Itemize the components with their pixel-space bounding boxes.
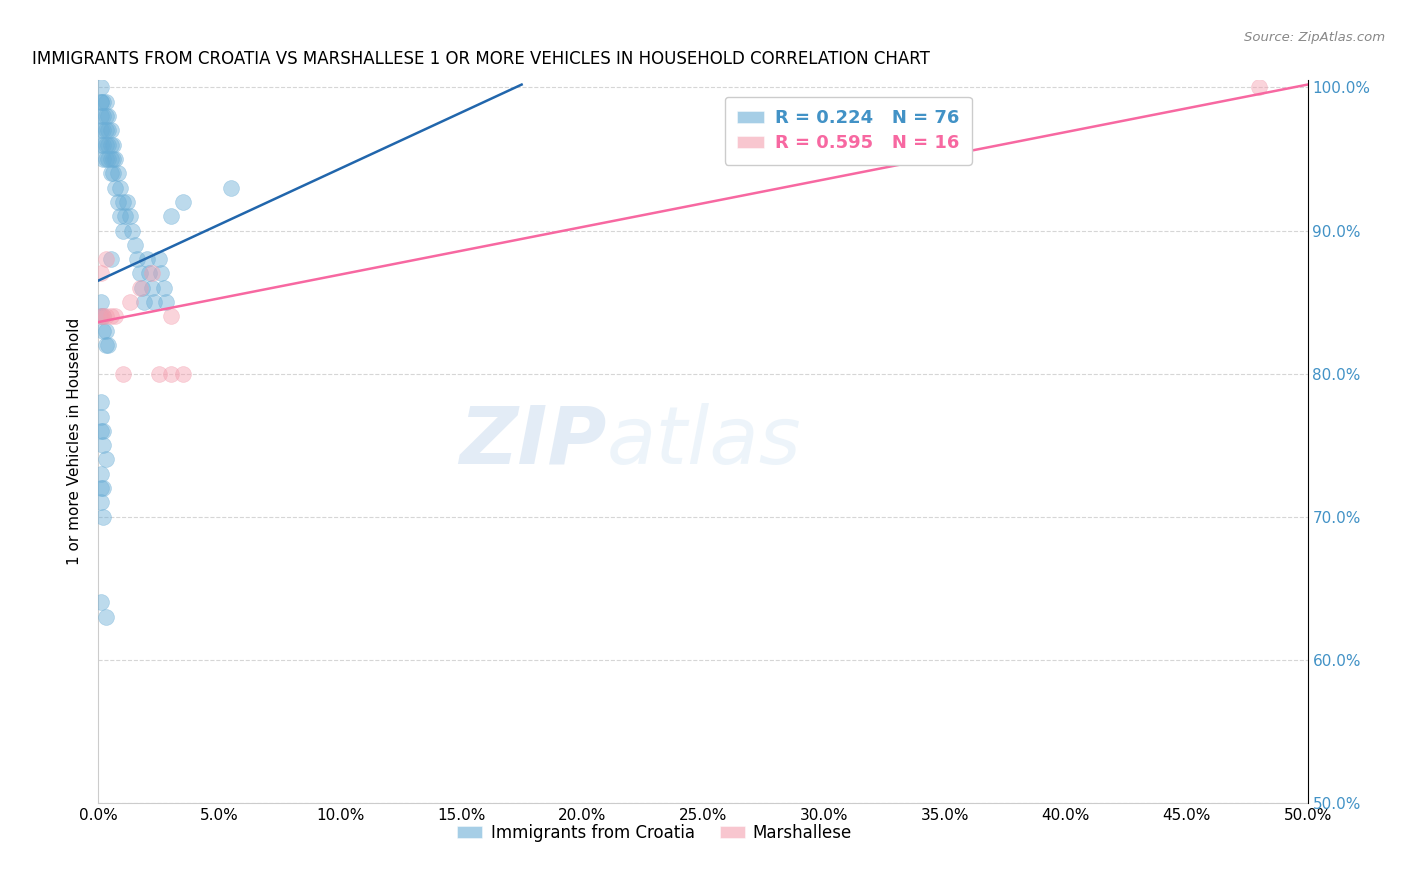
Point xyxy=(90,495,112,509)
Point xyxy=(91,324,114,338)
Point xyxy=(97,152,120,166)
Point xyxy=(94,452,117,467)
Point xyxy=(90,295,112,310)
Point xyxy=(94,252,117,266)
Point xyxy=(104,310,127,324)
Point xyxy=(160,209,183,223)
Point xyxy=(101,166,124,180)
Point xyxy=(143,295,166,310)
Text: IMMIGRANTS FROM CROATIA VS MARSHALLESE 1 OR MORE VEHICLES IN HOUSEHOLD CORRELATI: IMMIGRANTS FROM CROATIA VS MARSHALLESE 1… xyxy=(32,50,929,68)
Point xyxy=(124,237,146,252)
Point xyxy=(94,310,117,324)
Point xyxy=(160,367,183,381)
Point xyxy=(101,137,124,152)
Point xyxy=(152,281,174,295)
Point xyxy=(97,109,120,123)
Point xyxy=(94,324,117,338)
Point xyxy=(90,467,112,481)
Point xyxy=(111,194,134,209)
Point xyxy=(134,295,156,310)
Point xyxy=(94,137,117,152)
Point xyxy=(128,267,150,281)
Point xyxy=(90,109,112,123)
Text: Source: ZipAtlas.com: Source: ZipAtlas.com xyxy=(1244,31,1385,45)
Point xyxy=(90,310,112,324)
Point xyxy=(91,137,114,152)
Point xyxy=(135,252,157,266)
Point xyxy=(91,123,114,137)
Point xyxy=(91,438,114,452)
Point xyxy=(91,481,114,495)
Point xyxy=(141,267,163,281)
Point xyxy=(90,80,112,95)
Point xyxy=(121,223,143,237)
Point xyxy=(108,180,131,194)
Point xyxy=(117,194,139,209)
Point xyxy=(108,209,131,223)
Point xyxy=(101,152,124,166)
Point xyxy=(172,367,194,381)
Point xyxy=(94,609,117,624)
Point xyxy=(90,595,112,609)
Point xyxy=(90,267,112,281)
Point xyxy=(128,281,150,295)
Point xyxy=(172,194,194,209)
Point xyxy=(94,123,117,137)
Text: ZIP: ZIP xyxy=(458,402,606,481)
Legend: Immigrants from Croatia, Marshallese: Immigrants from Croatia, Marshallese xyxy=(450,817,859,848)
Point xyxy=(114,209,136,223)
Point xyxy=(155,295,177,310)
Point xyxy=(141,281,163,295)
Point xyxy=(97,123,120,137)
Point xyxy=(90,395,112,409)
Point xyxy=(100,123,122,137)
Y-axis label: 1 or more Vehicles in Household: 1 or more Vehicles in Household xyxy=(67,318,83,566)
Point xyxy=(221,180,243,194)
Point xyxy=(1249,80,1271,95)
Point xyxy=(100,310,122,324)
Point xyxy=(90,137,112,152)
Point xyxy=(90,95,112,109)
Point xyxy=(138,267,160,281)
Point xyxy=(131,281,153,295)
Point xyxy=(100,137,122,152)
Point xyxy=(160,310,183,324)
Point xyxy=(104,152,127,166)
Point xyxy=(97,137,120,152)
Point xyxy=(91,509,114,524)
Point xyxy=(91,310,114,324)
Text: atlas: atlas xyxy=(606,402,801,481)
Point xyxy=(91,109,114,123)
Point xyxy=(118,209,141,223)
Point xyxy=(111,223,134,237)
Point xyxy=(90,409,112,424)
Point xyxy=(100,252,122,266)
Point xyxy=(107,194,129,209)
Point xyxy=(107,166,129,180)
Point xyxy=(150,267,173,281)
Point xyxy=(90,123,112,137)
Point xyxy=(104,180,127,194)
Point xyxy=(94,152,117,166)
Point xyxy=(90,424,112,438)
Point xyxy=(91,424,114,438)
Point xyxy=(118,295,141,310)
Point xyxy=(91,95,114,109)
Point xyxy=(100,152,122,166)
Point xyxy=(94,338,117,352)
Point xyxy=(148,367,170,381)
Point xyxy=(90,481,112,495)
Point xyxy=(94,95,117,109)
Point xyxy=(148,252,170,266)
Point xyxy=(90,95,112,109)
Point xyxy=(111,367,134,381)
Point xyxy=(100,166,122,180)
Point xyxy=(127,252,149,266)
Point xyxy=(94,109,117,123)
Point xyxy=(90,310,112,324)
Point xyxy=(91,310,114,324)
Point xyxy=(91,152,114,166)
Point xyxy=(97,338,120,352)
